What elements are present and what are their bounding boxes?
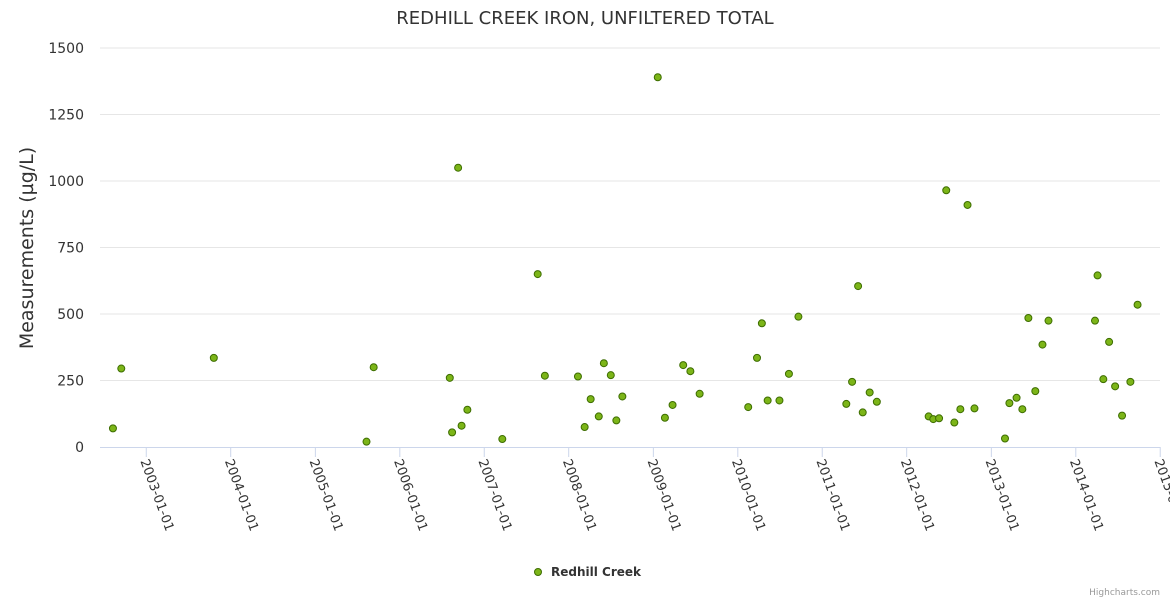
data-point[interactable]	[744, 403, 753, 412]
data-point[interactable]	[1018, 405, 1027, 414]
data-point[interactable]	[599, 359, 608, 368]
data-point[interactable]	[209, 353, 218, 362]
data-point[interactable]	[618, 392, 627, 401]
data-point[interactable]	[963, 200, 972, 209]
legend[interactable]: Redhill Creek	[534, 565, 643, 579]
data-point[interactable]	[586, 395, 595, 404]
data-point[interactable]	[1111, 382, 1120, 391]
legend-marker	[534, 568, 542, 576]
data-point[interactable]	[763, 396, 772, 405]
data-point[interactable]	[653, 73, 662, 82]
data-point[interactable]	[1105, 337, 1114, 346]
data-point[interactable]	[1044, 316, 1053, 325]
data-point[interactable]	[533, 270, 542, 279]
data-point[interactable]	[498, 435, 507, 444]
y-tick-label: 1250	[48, 108, 84, 124]
data-point[interactable]	[573, 372, 582, 381]
data-point[interactable]	[457, 421, 466, 430]
data-point[interactable]	[950, 418, 959, 427]
data-point[interactable]	[794, 312, 803, 321]
data-point[interactable]	[1099, 375, 1108, 384]
data-point[interactable]	[775, 396, 784, 405]
data-point[interactable]	[757, 319, 766, 328]
data-point[interactable]	[362, 437, 371, 446]
data-point[interactable]	[1126, 377, 1135, 386]
data-point[interactable]	[695, 389, 704, 398]
data-point[interactable]	[580, 423, 589, 432]
data-point[interactable]	[942, 186, 951, 195]
y-tick-label: 500	[57, 307, 84, 323]
data-point[interactable]	[1093, 271, 1102, 280]
data-point[interactable]	[445, 373, 454, 382]
data-point[interactable]	[594, 412, 603, 421]
data-point[interactable]	[858, 408, 867, 417]
data-point[interactable]	[679, 361, 688, 370]
data-point[interactable]	[842, 399, 851, 408]
data-point[interactable]	[865, 388, 874, 397]
data-point[interactable]	[1005, 399, 1014, 408]
data-point[interactable]	[1001, 434, 1010, 443]
data-point[interactable]	[454, 163, 463, 172]
data-point[interactable]	[872, 397, 881, 406]
data-point[interactable]	[970, 404, 979, 413]
y-tick-label: 750	[57, 241, 84, 257]
y-tick-label: 1500	[48, 41, 84, 57]
data-point[interactable]	[1133, 300, 1142, 309]
y-axis-ticks: 0 250 500 750 1000 1250 1500	[48, 41, 84, 456]
data-point[interactable]	[935, 414, 944, 423]
data-point[interactable]	[1038, 340, 1047, 349]
data-point[interactable]	[369, 363, 378, 372]
data-point[interactable]	[848, 377, 857, 386]
y-tick-label: 250	[57, 374, 84, 390]
data-point[interactable]	[108, 424, 117, 433]
grid-lines	[100, 47, 1160, 381]
data-point[interactable]	[612, 416, 621, 425]
data-point[interactable]	[463, 405, 472, 414]
data-point[interactable]	[668, 400, 677, 409]
data-point[interactable]	[956, 405, 965, 414]
scatter-points	[108, 73, 1142, 446]
data-point[interactable]	[753, 353, 762, 362]
legend-label-redhill-creek[interactable]: Redhill Creek	[551, 565, 642, 579]
data-point[interactable]	[660, 413, 669, 422]
data-point[interactable]	[1012, 393, 1021, 402]
data-point[interactable]	[854, 282, 863, 291]
data-point[interactable]	[540, 371, 549, 380]
data-point[interactable]	[686, 367, 695, 376]
data-point[interactable]	[117, 364, 126, 373]
chart-title: REDHILL CREEK IRON, UNFILTERED TOTAL	[396, 8, 773, 29]
data-point[interactable]	[1031, 387, 1040, 396]
data-point[interactable]	[448, 428, 457, 437]
data-point[interactable]	[606, 371, 615, 380]
data-point[interactable]	[784, 369, 793, 378]
y-tick-label: 1000	[48, 174, 84, 190]
credits-link[interactable]: Highcharts.com	[1089, 588, 1160, 598]
y-axis-label: Measurements (µg/L)	[16, 147, 38, 349]
data-point[interactable]	[1090, 316, 1099, 325]
data-point[interactable]	[1118, 411, 1127, 420]
y-tick-label: 0	[75, 440, 84, 456]
data-point[interactable]	[1024, 313, 1033, 322]
